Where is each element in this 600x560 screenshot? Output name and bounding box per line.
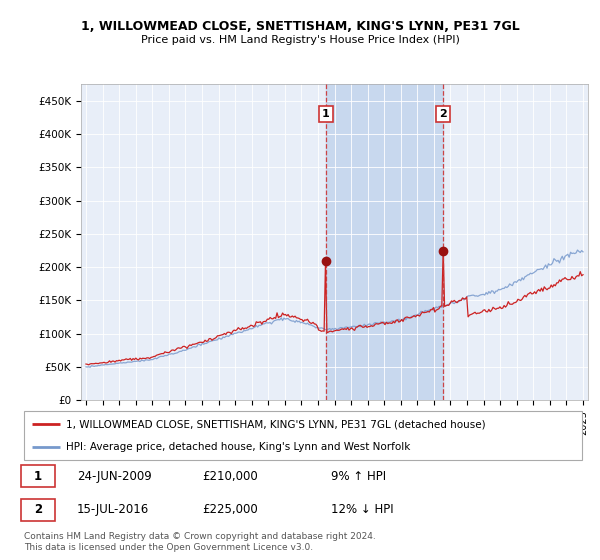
Text: 15-JUL-2016: 15-JUL-2016 bbox=[77, 503, 149, 516]
FancyBboxPatch shape bbox=[24, 411, 582, 460]
Text: Contains HM Land Registry data © Crown copyright and database right 2024.: Contains HM Land Registry data © Crown c… bbox=[24, 532, 376, 541]
Text: £225,000: £225,000 bbox=[203, 503, 259, 516]
Bar bbox=[326, 84, 443, 400]
FancyBboxPatch shape bbox=[21, 499, 55, 521]
Text: 1: 1 bbox=[34, 470, 42, 483]
Text: This data is licensed under the Open Government Licence v3.0.: This data is licensed under the Open Gov… bbox=[24, 543, 313, 552]
Text: £210,000: £210,000 bbox=[203, 470, 259, 483]
Text: Price paid vs. HM Land Registry's House Price Index (HPI): Price paid vs. HM Land Registry's House … bbox=[140, 35, 460, 45]
Text: 12% ↓ HPI: 12% ↓ HPI bbox=[331, 503, 394, 516]
Text: 24-JUN-2009: 24-JUN-2009 bbox=[77, 470, 152, 483]
Text: 2: 2 bbox=[34, 503, 42, 516]
Text: 1: 1 bbox=[322, 109, 330, 119]
Text: HPI: Average price, detached house, King's Lynn and West Norfolk: HPI: Average price, detached house, King… bbox=[66, 442, 410, 452]
Text: 2: 2 bbox=[439, 109, 447, 119]
Text: 1, WILLOWMEAD CLOSE, SNETTISHAM, KING'S LYNN, PE31 7GL: 1, WILLOWMEAD CLOSE, SNETTISHAM, KING'S … bbox=[80, 20, 520, 32]
Text: 9% ↑ HPI: 9% ↑ HPI bbox=[331, 470, 386, 483]
Text: 1, WILLOWMEAD CLOSE, SNETTISHAM, KING'S LYNN, PE31 7GL (detached house): 1, WILLOWMEAD CLOSE, SNETTISHAM, KING'S … bbox=[66, 419, 485, 430]
FancyBboxPatch shape bbox=[21, 465, 55, 487]
